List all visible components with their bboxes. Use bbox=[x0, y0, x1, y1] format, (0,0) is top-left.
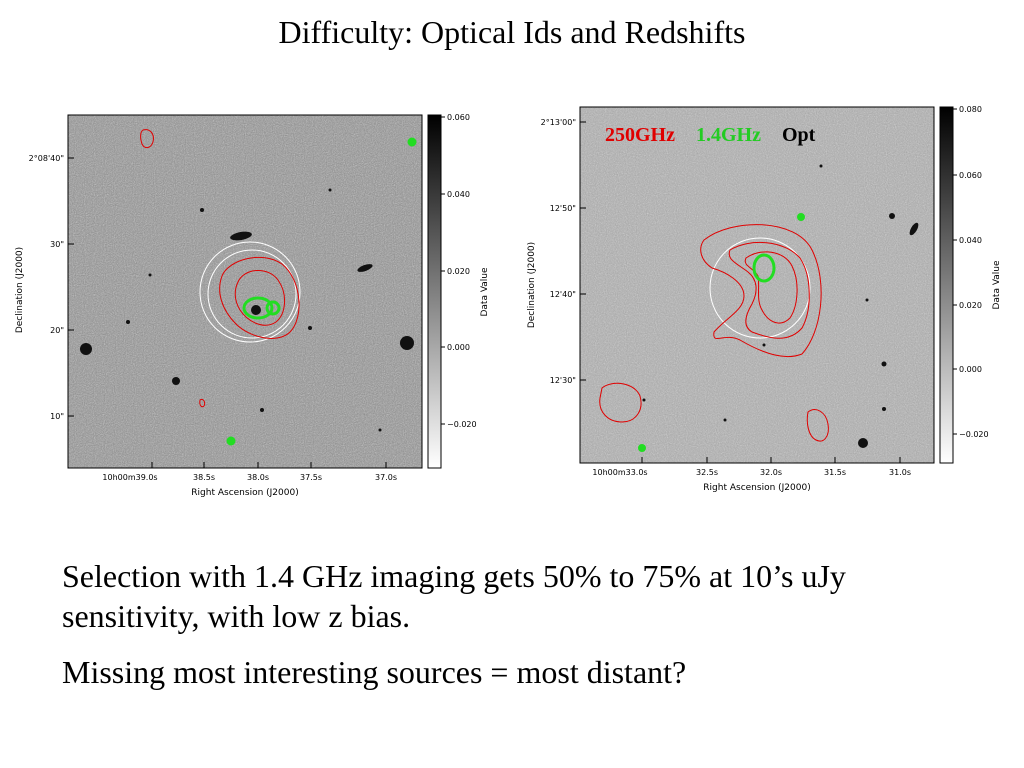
left-xlabel: Right Ascension (J2000) bbox=[191, 488, 298, 498]
right-colorbar-tick: 0.080 bbox=[959, 105, 982, 114]
legend-opt: Opt bbox=[782, 124, 816, 146]
right-colorbar bbox=[939, 106, 954, 464]
body-paragraph-2: Missing most interesting sources = most … bbox=[62, 654, 687, 690]
right-optical-sources bbox=[642, 164, 919, 448]
right-image-panel: 2°13'00" 12'50" 12'40" 12'30" 10h00m33.0… bbox=[512, 100, 1012, 510]
left-ytick: 30" bbox=[50, 240, 64, 249]
right-colorbar-tick: 0.060 bbox=[959, 171, 982, 180]
right-xtick: 31.0s bbox=[889, 468, 911, 477]
left-xtick: 38.0s bbox=[247, 473, 269, 482]
left-colorbar-tick: 0.060 bbox=[447, 113, 470, 122]
right-colorbar-tick: 0.020 bbox=[959, 301, 982, 310]
left-xtick: 10h00m39.0s bbox=[102, 473, 157, 482]
left-image-panel: 2°08'40" 30" 20" 10" 10h00m39.0s 38.5s 3… bbox=[0, 100, 500, 510]
right-ytick: 12'30" bbox=[550, 376, 576, 385]
right-ytick: 12'50" bbox=[550, 204, 576, 213]
left-1.4ghz-contours bbox=[226, 137, 417, 446]
left-optical-sources bbox=[80, 188, 414, 432]
left-colorbar-tick: 0.040 bbox=[447, 190, 470, 199]
right-beam-circle bbox=[709, 237, 811, 339]
right-xtick: 32.5s bbox=[696, 468, 718, 477]
left-xtick: 38.5s bbox=[193, 473, 215, 482]
left-colorbar-label: Data Value bbox=[480, 267, 490, 317]
left-xtick: 37.0s bbox=[375, 473, 397, 482]
right-colorbar-tick: 0.000 bbox=[959, 365, 982, 374]
left-ytick: 20" bbox=[50, 326, 64, 335]
left-colorbar-tick: 0.020 bbox=[447, 267, 470, 276]
body-paragraph-1: Selection with 1.4 GHz imaging gets 50% … bbox=[62, 558, 846, 634]
right-colorbar-tick: 0.040 bbox=[959, 236, 982, 245]
right-colorbar-tick: −0.020 bbox=[959, 430, 989, 439]
slide-title: Difficulty: Optical Ids and Redshifts bbox=[278, 14, 746, 50]
left-ylabel: Declination (J2000) bbox=[15, 247, 25, 333]
right-xtick: 10h00m33.0s bbox=[592, 468, 647, 477]
right-ytick: 2°13'00" bbox=[541, 118, 576, 127]
left-ytick: 2°08'40" bbox=[29, 154, 64, 163]
right-colorbar-label: Data Value bbox=[992, 260, 1002, 310]
left-xtick: 37.5s bbox=[300, 473, 322, 482]
right-xtick: 32.0s bbox=[760, 468, 782, 477]
frequency-legend: 250GHz 1.4GHz Opt bbox=[605, 124, 831, 147]
right-xtick: 31.5s bbox=[824, 468, 846, 477]
slide-body: Selection with 1.4 GHz imaging gets 50% … bbox=[62, 556, 962, 708]
legend-1.4ghz: 1.4GHz bbox=[696, 124, 761, 146]
right-1.4ghz-contours bbox=[638, 213, 805, 452]
right-ytick: 12'40" bbox=[550, 290, 576, 299]
legend-250ghz: 250GHz bbox=[605, 124, 675, 146]
left-colorbar-tick: 0.000 bbox=[447, 343, 470, 352]
right-ylabel: Declination (J2000) bbox=[527, 242, 537, 328]
left-beam-circles bbox=[199, 241, 301, 343]
right-xlabel: Right Ascension (J2000) bbox=[703, 483, 810, 493]
left-colorbar-tick: −0.020 bbox=[447, 420, 477, 429]
left-ytick: 10" bbox=[50, 412, 64, 421]
left-250ghz-contours bbox=[140, 129, 300, 408]
left-colorbar bbox=[427, 114, 442, 469]
